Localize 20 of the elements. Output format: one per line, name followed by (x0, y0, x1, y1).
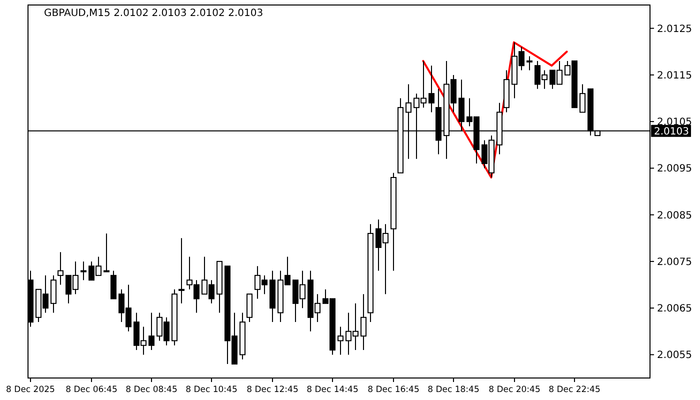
y-tick-label: 2.0085 (657, 210, 692, 222)
y-tick-label: 2.0065 (657, 304, 692, 315)
y-tick-label: 2.0105 (657, 117, 692, 128)
x-tick-label: 8 Dec 2025 (6, 385, 55, 395)
x-tick-label: 8 Dec 10:45 (186, 385, 238, 395)
x-tick-label: 8 Dec 08:45 (126, 385, 178, 395)
y-tick-label: 2.0055 (657, 350, 692, 362)
x-tick-label: 8 Dec 12:45 (246, 385, 298, 395)
x-tick-label: 8 Dec 16:45 (368, 385, 420, 395)
y-tick-label: 2.0125 (657, 24, 692, 35)
chart-title: GBPAUD,M15 2.0102 2.0103 2.0102 2.0103 (44, 8, 264, 19)
x-tick-label: 8 Dec 18:45 (428, 385, 480, 395)
x-tick-label: 8 Dec 22:45 (548, 385, 600, 395)
y-tick-label: 2.0075 (657, 256, 692, 268)
ref-line-label: 2.0103 (654, 126, 689, 138)
y-tick-label: 2.0095 (657, 164, 692, 175)
x-tick-label: 8 Dec 20:45 (488, 385, 540, 395)
y-tick-label: 2.0115 (657, 70, 692, 82)
x-tick-label: 8 Dec 14:45 (306, 385, 358, 395)
x-tick-label: 8 Dec 06:45 (66, 385, 118, 395)
